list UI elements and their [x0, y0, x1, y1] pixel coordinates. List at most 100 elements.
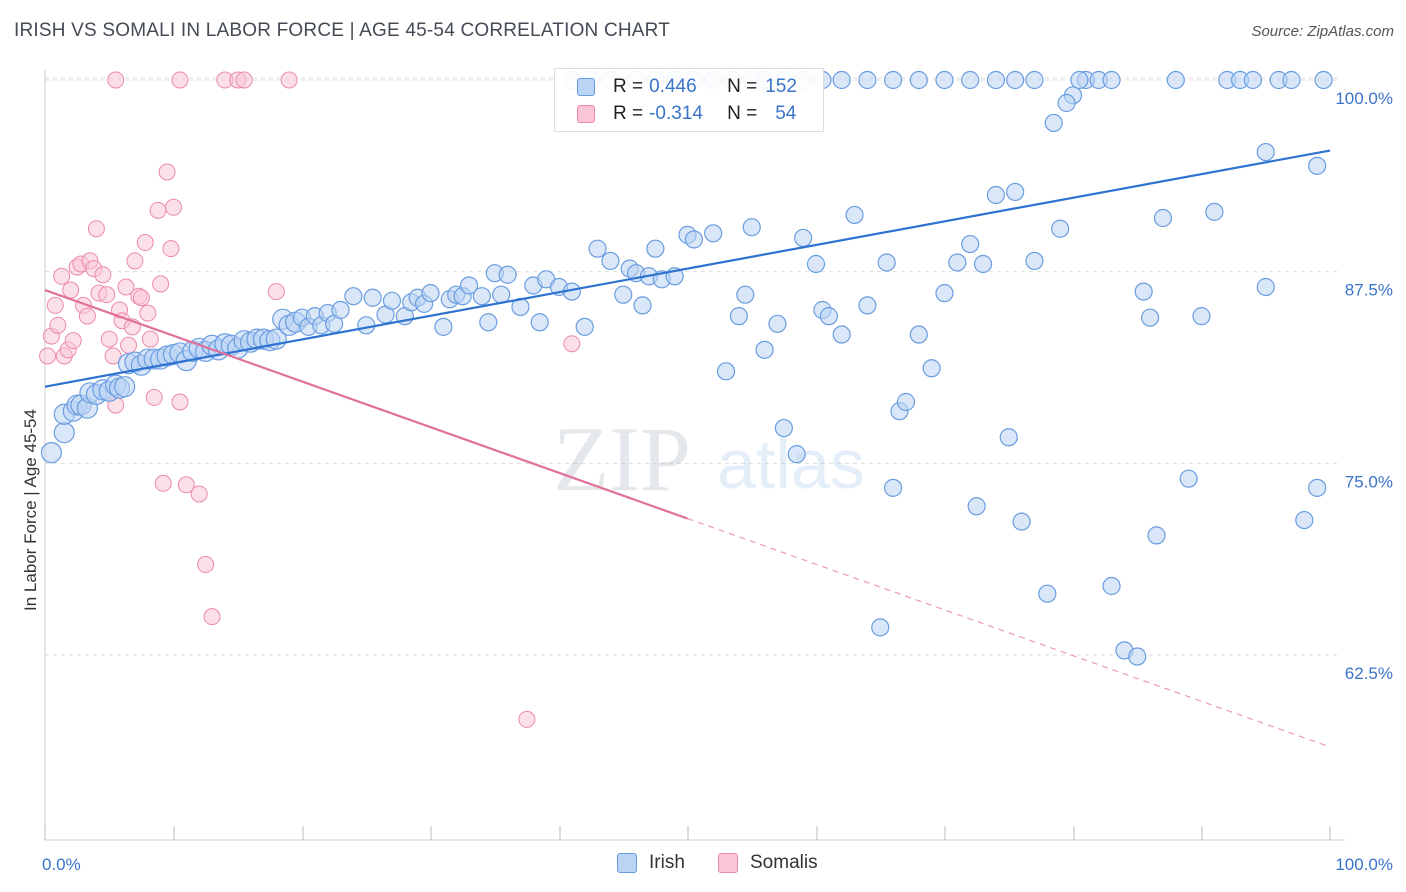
irish-point [877, 253, 896, 272]
irish-point [646, 239, 665, 258]
irish-point [614, 285, 633, 304]
irish-point [530, 313, 549, 332]
legend-item-somali[interactable]: Somalis [718, 852, 818, 874]
irish-point [704, 224, 723, 243]
legend-row-somali: R = -0.314 N = 54 [577, 102, 796, 126]
irish-point [774, 418, 793, 438]
irish-point [1153, 208, 1173, 228]
somali-swatch [577, 105, 595, 123]
irish-point [1012, 512, 1031, 531]
somali-point [141, 330, 159, 348]
irish-point [575, 317, 594, 336]
irish-point [883, 478, 903, 497]
somali-legend-swatch [718, 853, 738, 873]
irish-point [1256, 142, 1275, 162]
chart-title: IRISH VS SOMALI IN LABOR FORCE | AGE 45-… [14, 20, 671, 41]
somali-points [39, 71, 581, 728]
irish-point [986, 185, 1006, 205]
somali-point [152, 275, 170, 293]
irish-point [1102, 576, 1121, 596]
somali-point [98, 286, 116, 304]
irish-point [961, 70, 980, 90]
irish-point [858, 70, 877, 90]
somali-point [177, 476, 195, 494]
somali-point [64, 332, 82, 350]
somali-point [117, 278, 135, 296]
irish-point [832, 325, 851, 344]
irish-point [729, 307, 749, 326]
irish-point [382, 291, 402, 310]
somali-r-label: R = [613, 103, 644, 124]
irish-point [1006, 182, 1025, 202]
irish-point [883, 70, 903, 90]
irish-point [961, 234, 980, 254]
irish-point [1025, 70, 1044, 90]
somali-trendline-extrapolated [687, 517, 1331, 748]
irish-point [909, 325, 928, 344]
irish-point [588, 239, 607, 258]
somali-point [139, 304, 157, 322]
somali-point [132, 289, 150, 307]
irish-point [498, 265, 517, 284]
irish-point [716, 362, 736, 381]
somali-n-value: 54 [775, 103, 797, 124]
somali-point [126, 252, 144, 270]
trendlines [44, 149, 1331, 748]
irish-point [999, 428, 1018, 447]
somali-point [162, 240, 180, 258]
somali-point [46, 296, 64, 314]
irish-point [472, 287, 491, 306]
irish-point [1006, 70, 1025, 90]
somali-point [280, 71, 298, 89]
irish-legend-label: Irish [649, 852, 685, 873]
legend-item-irish[interactable]: Irish [617, 852, 685, 874]
irish-point [1038, 584, 1057, 603]
irish-point [1256, 277, 1275, 297]
axes [44, 70, 1345, 841]
somali-point [149, 201, 167, 219]
irish-point [1243, 70, 1263, 90]
irish-point [357, 316, 376, 335]
irish-point [1314, 70, 1333, 90]
irish-point [1205, 202, 1224, 221]
somali-point [235, 71, 253, 89]
irish-point [832, 70, 851, 90]
irish-point [1057, 93, 1076, 113]
somali-point [145, 388, 163, 406]
irish-swatch [577, 78, 595, 96]
irish-point [1070, 70, 1089, 90]
irish-point [871, 618, 890, 637]
irish-point [909, 70, 928, 90]
irish-point [633, 296, 652, 315]
irish-point [331, 300, 350, 320]
irish-point [948, 253, 967, 272]
irish-point [986, 70, 1006, 90]
somali-point [171, 393, 189, 411]
somali-point [158, 163, 176, 181]
irish-point [1128, 647, 1147, 666]
somali-point [518, 710, 536, 728]
irish-point [794, 228, 813, 248]
irish-point [1282, 70, 1301, 90]
irish-point [1140, 308, 1160, 327]
irish-legend-swatch [617, 853, 637, 873]
somali-point [107, 71, 125, 89]
somali-point [267, 283, 285, 301]
irish-point [1179, 469, 1198, 488]
irish-point [787, 445, 806, 464]
irish-n-label: N = [727, 76, 758, 97]
y-tick-label: 75.0% [1345, 472, 1393, 491]
irish-point [858, 296, 877, 315]
somali-point [197, 556, 215, 574]
irish-r-value: 0.446 [649, 76, 697, 97]
irish-point [363, 288, 382, 307]
irish-point [967, 497, 986, 516]
irish-point [1166, 70, 1185, 90]
watermark-zip: ZIP [553, 408, 691, 510]
somali-point [87, 220, 105, 238]
gridlines [45, 77, 1340, 656]
watermark-atlas: atlas [717, 425, 865, 503]
irish-point [459, 276, 479, 295]
irish-point [1134, 282, 1153, 301]
somali-point [78, 307, 96, 325]
